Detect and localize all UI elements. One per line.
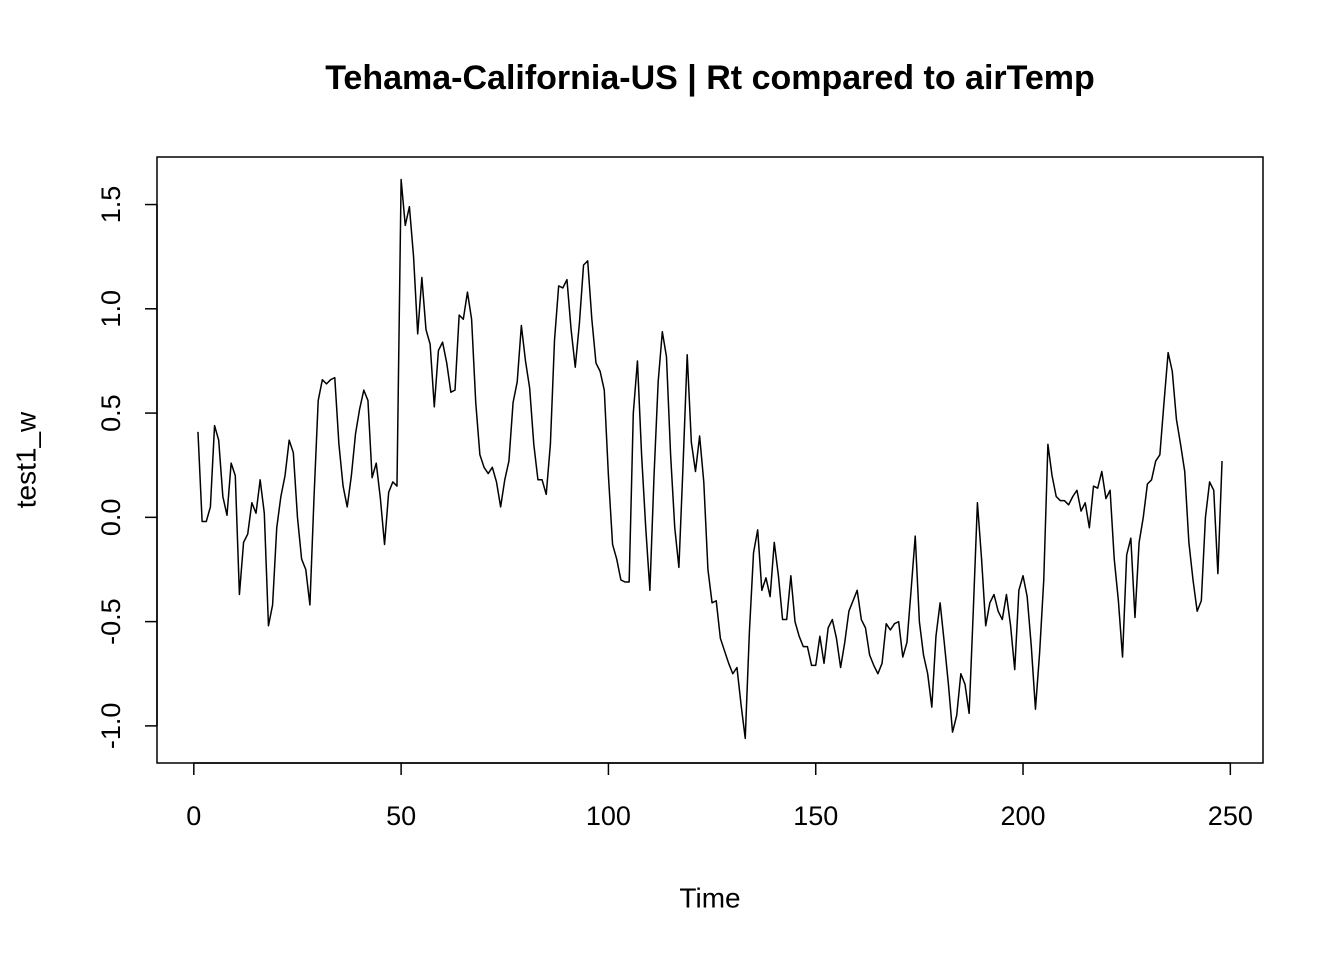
x-tick-label: 0 [186,801,201,831]
x-tick-label: 250 [1208,801,1253,831]
x-axis-label: Time [679,882,740,913]
y-tick-label: 0.0 [96,499,126,537]
x-tick-label: 150 [793,801,838,831]
y-tick-label: -0.5 [96,598,126,645]
x-tick-label: 100 [586,801,631,831]
y-tick-label: 1.0 [96,290,126,328]
y-axis-label: test1_w [10,411,41,508]
y-tick-label: -1.0 [96,703,126,750]
x-tick-label: 50 [386,801,416,831]
data-line [197,178,1223,740]
chart-title: Tehama-California-US | Rt compared to ai… [325,59,1095,97]
y-tick-label: 0.5 [96,394,126,432]
y-tick-label: 1.5 [96,186,126,224]
x-tick-label: 200 [1000,801,1045,831]
plot-frame [156,156,1264,764]
